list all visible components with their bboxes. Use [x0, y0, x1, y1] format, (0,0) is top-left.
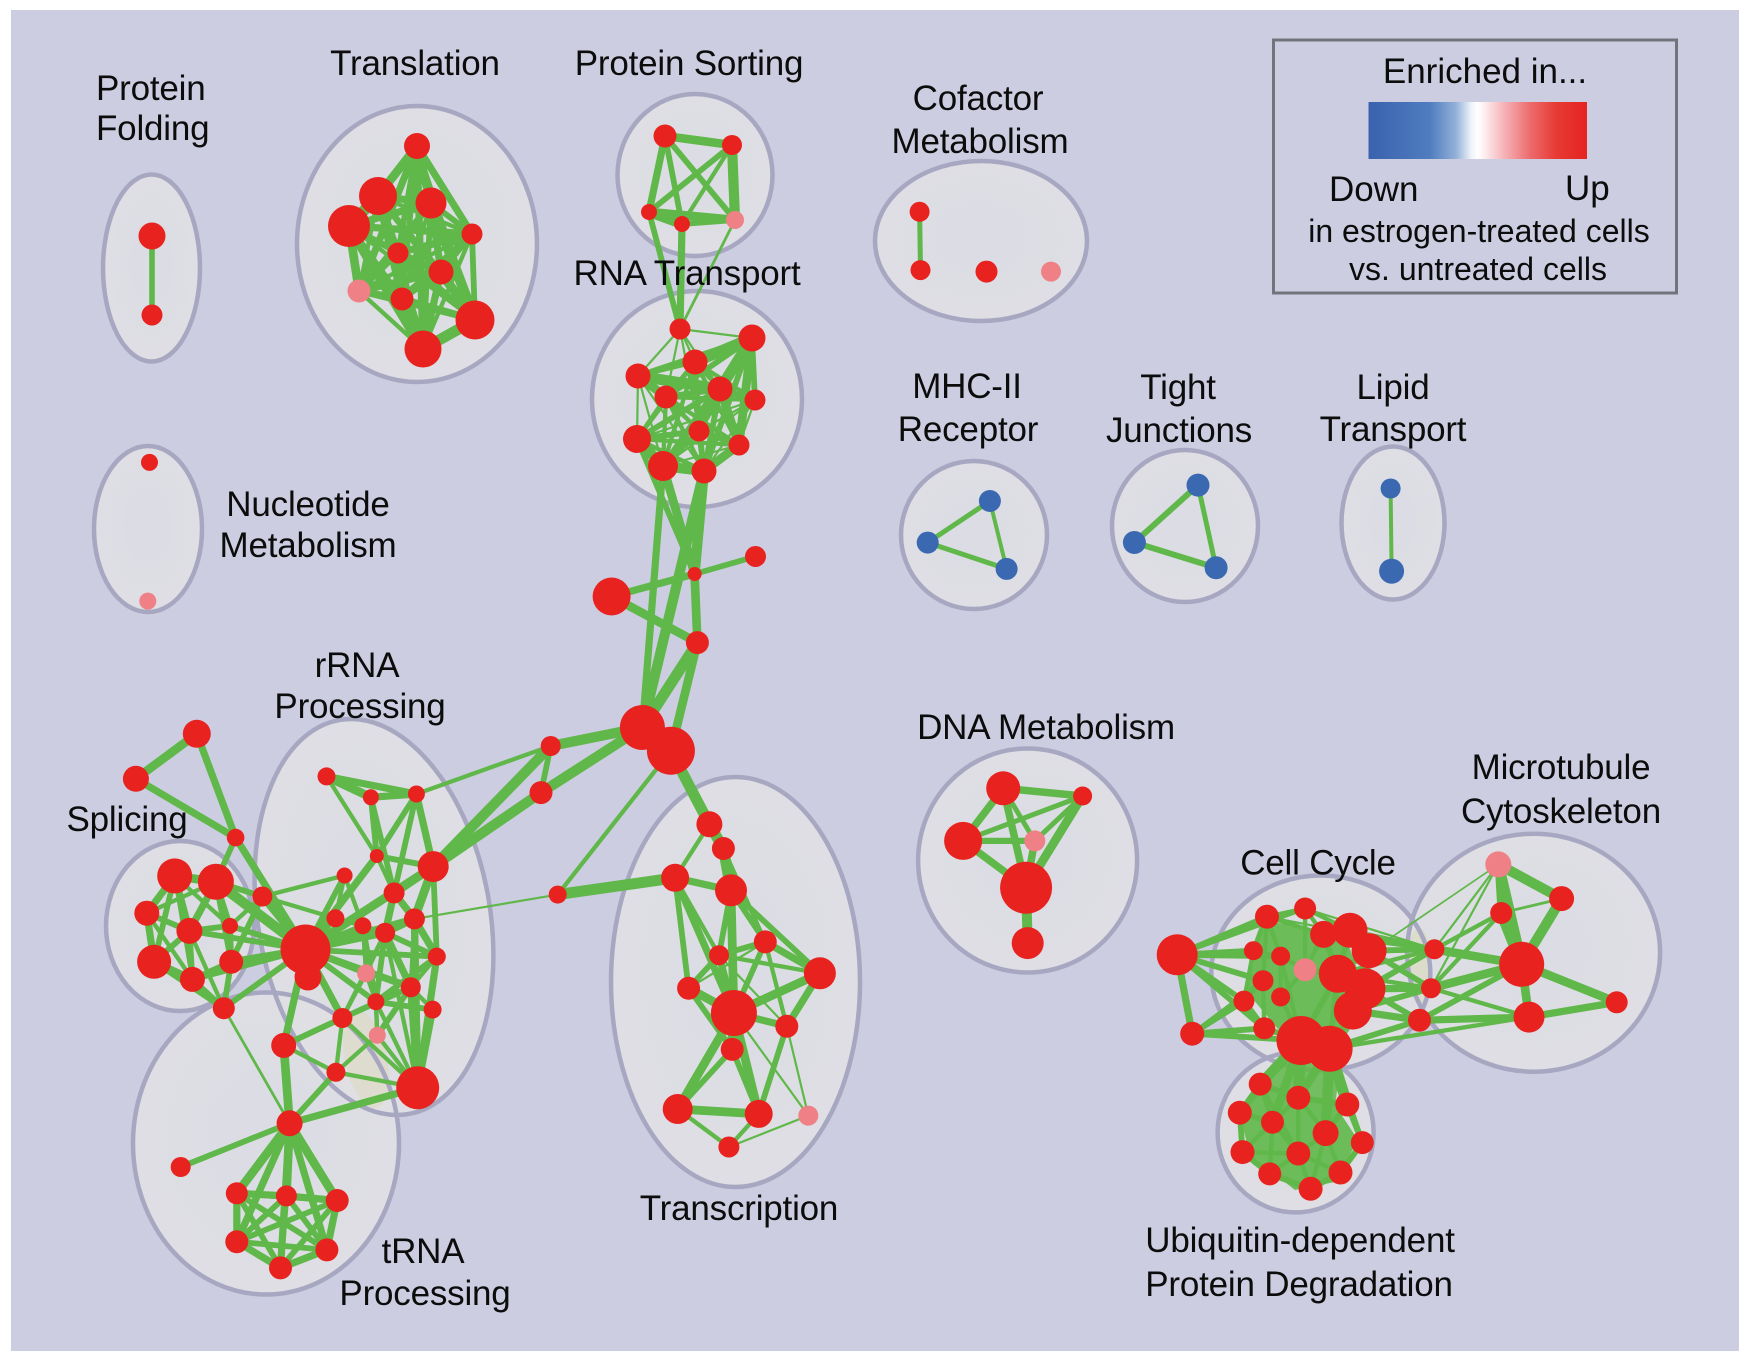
svg-text:vs. untreated cells: vs. untreated cells	[1349, 251, 1607, 287]
svg-text:Nucleotide: Nucleotide	[226, 485, 389, 524]
svg-text:Cell Cycle: Cell Cycle	[1240, 844, 1396, 883]
svg-text:Down: Down	[1329, 170, 1418, 209]
svg-text:Tight: Tight	[1140, 368, 1216, 407]
svg-text:Processing: Processing	[339, 1274, 510, 1313]
svg-text:Enriched in...: Enriched in...	[1383, 52, 1587, 91]
svg-text:Transcription: Transcription	[640, 1189, 838, 1228]
svg-text:Up: Up	[1565, 169, 1610, 208]
svg-text:RNA Transport: RNA Transport	[574, 254, 801, 293]
svg-text:Metabolism: Metabolism	[892, 122, 1069, 161]
svg-text:Ubiquitin-dependent: Ubiquitin-dependent	[1145, 1221, 1455, 1260]
svg-text:tRNA: tRNA	[382, 1232, 466, 1271]
svg-text:Protein: Protein	[96, 69, 206, 108]
svg-text:MHC-II: MHC-II	[912, 367, 1022, 406]
svg-text:Processing: Processing	[274, 687, 445, 726]
svg-text:Microtubule: Microtubule	[1472, 748, 1651, 787]
svg-text:in estrogen-treated cells: in estrogen-treated cells	[1308, 213, 1650, 249]
svg-text:Lipid: Lipid	[1357, 368, 1430, 407]
svg-text:Cofactor: Cofactor	[913, 79, 1044, 118]
svg-text:Metabolism: Metabolism	[220, 526, 397, 565]
svg-text:Splicing: Splicing	[67, 800, 188, 839]
svg-text:Folding: Folding	[96, 109, 209, 148]
svg-text:Protein Degradation: Protein Degradation	[1145, 1265, 1453, 1304]
svg-text:Cytoskeleton: Cytoskeleton	[1461, 792, 1661, 831]
svg-text:Protein Sorting: Protein Sorting	[575, 44, 804, 83]
svg-text:Transport: Transport	[1320, 410, 1467, 449]
svg-text:Translation: Translation	[330, 44, 500, 83]
svg-text:Receptor: Receptor	[898, 410, 1039, 449]
svg-text:rRNA: rRNA	[315, 646, 401, 685]
svg-text:Junctions: Junctions	[1106, 411, 1252, 450]
svg-text:DNA Metabolism: DNA Metabolism	[917, 708, 1175, 747]
